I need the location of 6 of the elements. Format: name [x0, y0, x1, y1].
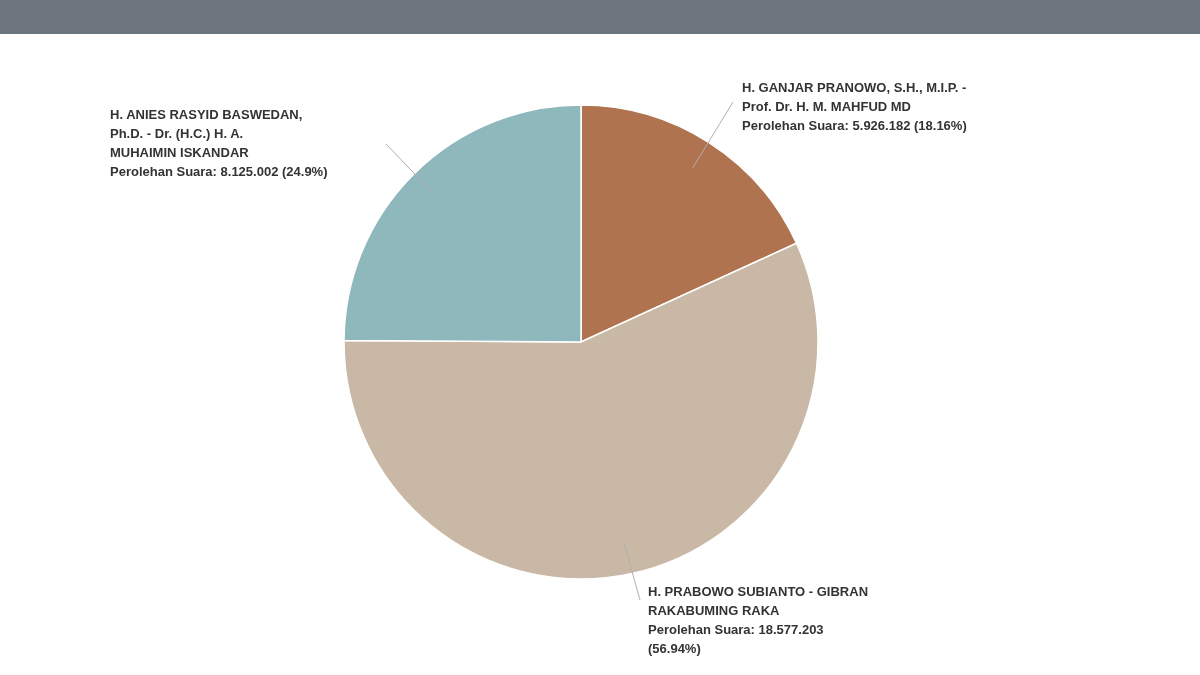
slice-label: H. ANIES RASYID BASWEDAN, Ph.D. - Dr. (H.C.) H. A. MUHAIMIN ISKANDAR — [110, 107, 303, 160]
data-label: Perolehan Suara: 5.926.182 (18.16%) — [742, 118, 967, 133]
slice-label: H. GANJAR PRANOWO, S.H., M.I.P. - Prof. Dr. H. M. MAHFUD MD — [742, 80, 967, 114]
slice-label: H. PRABOWO SUBIANTO - GIBRAN RAKABUMING RAKA — [648, 584, 869, 618]
data-label: Perolehan Suara: 8.125.002 (24.9%) — [110, 164, 328, 179]
data-label: Perolehan Suara: 18.577.203 (56.94%) — [648, 622, 824, 656]
